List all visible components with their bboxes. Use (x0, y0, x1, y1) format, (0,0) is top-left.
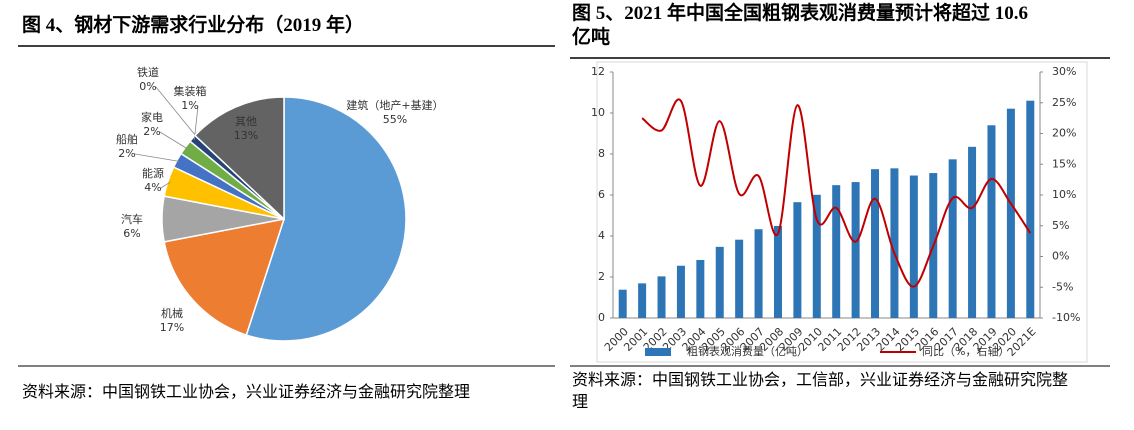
bar (812, 194, 821, 318)
slice-value: 1% (181, 99, 198, 112)
legend-swatch (645, 348, 671, 356)
y-tick-label: 4 (598, 229, 605, 242)
y-tick-label: 0 (598, 311, 605, 324)
bar (871, 169, 880, 318)
bar (638, 283, 647, 318)
legend-label: 同比（%，右轴） (922, 344, 1009, 358)
slice-value: 55% (383, 113, 407, 126)
y-tick-label: 8 (598, 147, 605, 160)
leader-line (134, 153, 180, 162)
bar (657, 276, 666, 318)
pie-slice (245, 96, 407, 342)
title: 图 4、钢材下游需求行业分布（2019 年） (22, 15, 365, 36)
title: 图 5、2021 年中国全国粗钢表观消费量预计将超过 10.6 亿吨 (572, 3, 1029, 48)
slice-label: 其他 (235, 115, 257, 128)
slice-value: 2% (143, 125, 160, 138)
legend-label: 粗钢表观消费量（亿吨） (687, 344, 808, 358)
slice-label: 建筑（地产+基建） (346, 98, 443, 112)
bar (968, 146, 977, 318)
bar (909, 175, 918, 318)
y-tick-label: 10 (591, 106, 605, 119)
bar (773, 225, 782, 318)
slice-value: 4% (144, 181, 161, 194)
chart-frame (596, 61, 1088, 363)
y2-tick-label: 15% (1052, 157, 1076, 170)
bar (987, 125, 996, 318)
slice-value: 13% (234, 129, 258, 142)
slice-value: 0% (139, 80, 156, 93)
y2-tick-label: 25% (1052, 96, 1076, 109)
bar (851, 182, 860, 318)
leader-line (155, 86, 198, 138)
slice-label: 船舶 (116, 132, 138, 146)
y-tick-label: 2 (598, 270, 605, 283)
slice-value: 17% (160, 321, 184, 334)
y-tick-label: 6 (598, 188, 605, 201)
pie-slice (163, 218, 286, 336)
y2-tick-label: -10% (1052, 311, 1080, 324)
bar (618, 289, 627, 318)
bar (696, 259, 705, 318)
y2-tick-label: 30% (1052, 65, 1076, 78)
slice-label: 机械 (161, 306, 183, 320)
bar (754, 229, 763, 318)
slice-label: 铁道 (137, 65, 159, 79)
source: 资料来源：中国钢铁工业协会，工信部，兴业证券经济与金融研究院整理 (572, 372, 1069, 411)
slice-label: 集装箱 (174, 84, 207, 98)
y2-tick-label: 20% (1052, 127, 1076, 140)
bar (715, 246, 724, 318)
line (641, 98, 1032, 288)
bar (832, 185, 841, 318)
source: 资料来源：中国钢铁工业协会，兴业证券经济与金融研究院整理 (22, 384, 471, 401)
y2-tick-label: -5% (1052, 280, 1073, 293)
slice-label: 家电 (141, 110, 163, 124)
bar (676, 265, 685, 318)
bar (735, 239, 744, 318)
leader-line (160, 181, 171, 189)
bar (1026, 100, 1035, 318)
y2-tick-label: 10% (1052, 188, 1076, 201)
y-tick-label: 12 (591, 65, 605, 78)
slice-value: 2% (118, 147, 135, 160)
slice-value: 6% (123, 227, 140, 240)
pie-slice (194, 96, 285, 221)
y2-tick-label: 0% (1052, 250, 1069, 263)
y2-tick-label: 5% (1052, 219, 1069, 232)
bar (948, 159, 957, 318)
leader-line (159, 131, 188, 150)
bar (793, 202, 802, 318)
bar (890, 168, 899, 318)
slice-label: 能源 (142, 166, 164, 180)
bar (1006, 108, 1015, 318)
slice-label: 汽车 (121, 212, 143, 226)
